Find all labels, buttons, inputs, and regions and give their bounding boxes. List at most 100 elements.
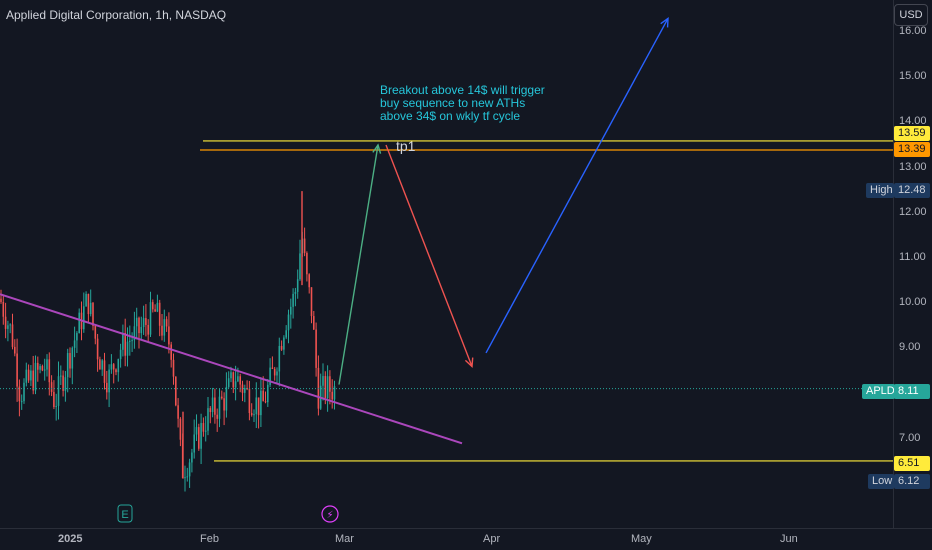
annotation-text[interactable]: Breakout above 14$ will trigger buy sequ… — [380, 83, 545, 123]
candle-body — [96, 338, 99, 360]
high-value-tag: 12.48 — [894, 183, 930, 198]
candle-body — [248, 388, 251, 414]
candle-body — [46, 359, 48, 370]
y-tick-label: 14.00 — [899, 115, 927, 128]
candle-body — [172, 359, 175, 377]
candle-body — [41, 366, 44, 371]
y-tick-label: 12.00 — [899, 205, 927, 218]
candle-body — [85, 293, 87, 307]
drawings — [0, 17, 893, 462]
candle-body — [60, 375, 62, 377]
x-tick-label: Jun — [780, 533, 798, 545]
candle-body — [71, 347, 74, 369]
candle-body — [92, 302, 94, 326]
tp1-label[interactable]: tp1 — [396, 138, 416, 154]
candle-body — [14, 346, 16, 354]
y-tick-label: 13.00 — [899, 160, 927, 173]
last-value-tag: 8.11 — [894, 384, 930, 399]
candle-body — [30, 370, 32, 381]
candle-body — [147, 324, 149, 335]
path-arrow-down-head — [464, 357, 474, 368]
candle-body — [133, 326, 136, 341]
last-symbol-tag: APLD — [862, 384, 895, 399]
candle-body — [200, 423, 202, 449]
candle-body — [234, 381, 237, 388]
candle-body — [34, 362, 37, 391]
candle-body — [313, 316, 315, 330]
path-arrow-final-head — [660, 17, 669, 28]
candle-body — [218, 396, 221, 419]
x-tick-label: Mar — [335, 533, 354, 545]
candle-body — [216, 414, 218, 419]
trendline — [0, 293, 463, 445]
candle-body — [306, 252, 308, 275]
candle-body — [170, 344, 172, 360]
candle-body — [108, 369, 110, 393]
candle-body — [25, 369, 28, 383]
candle-body — [195, 427, 198, 435]
candle-body — [296, 279, 299, 292]
candle-body — [94, 325, 97, 339]
candle-body — [227, 378, 230, 387]
candle-body — [124, 332, 126, 356]
candle-body — [142, 318, 145, 328]
split-marker-label: ⚡ — [326, 510, 333, 521]
x-tick-label: 2025 — [58, 533, 83, 545]
candle-body — [193, 434, 195, 453]
candle-body — [83, 306, 85, 330]
low-label-tag: Low — [868, 474, 894, 489]
candle-body — [230, 372, 232, 379]
currency-button[interactable]: USD — [894, 4, 928, 26]
candle-body — [225, 386, 228, 411]
candle-body — [202, 423, 205, 432]
candle-body — [87, 293, 90, 315]
candle-body — [4, 316, 7, 329]
candle-body — [271, 367, 274, 369]
candle-body — [287, 314, 290, 331]
candle-body — [149, 302, 152, 335]
path-arrow-up — [338, 144, 379, 385]
candle-body — [115, 369, 117, 373]
candle-body — [211, 397, 214, 413]
candle-body — [294, 291, 297, 294]
candle-body — [53, 391, 55, 407]
candle-body — [283, 337, 285, 350]
candle-body — [221, 396, 223, 399]
candle-body — [163, 319, 166, 336]
candle-body — [278, 346, 281, 372]
candle-body — [264, 401, 267, 403]
candle-body — [18, 386, 21, 402]
candle-body — [135, 317, 138, 327]
candle-body — [324, 376, 327, 399]
candle-body — [57, 376, 60, 406]
event-markers: E ⚡ — [117, 504, 339, 523]
candle-body — [43, 369, 46, 371]
y-tick-label: 9.00 — [899, 341, 921, 354]
candle-body — [32, 370, 34, 391]
candle-body — [310, 287, 313, 317]
candle-body — [175, 376, 177, 406]
candle-body — [333, 386, 336, 400]
candle-body — [66, 353, 69, 378]
candle-body — [303, 238, 306, 253]
candles — [0, 191, 336, 492]
candle-body — [237, 376, 239, 382]
candle-body — [152, 302, 154, 310]
candle-body — [78, 312, 80, 334]
candle-body — [329, 376, 331, 392]
candle-body — [262, 390, 264, 402]
candle-body — [9, 324, 11, 326]
y-tick-label: 10.00 — [899, 296, 927, 309]
candle-body — [184, 477, 186, 479]
candle-body — [299, 253, 301, 280]
candle-body — [204, 430, 207, 432]
candle-body — [207, 408, 209, 431]
candle-body — [55, 405, 57, 407]
y-tick-label: 16.00 — [899, 25, 927, 37]
candle-body — [48, 359, 51, 383]
candle-body — [39, 366, 41, 370]
candle-body — [103, 360, 106, 383]
candle-body — [138, 317, 140, 334]
candle-body — [27, 369, 30, 381]
